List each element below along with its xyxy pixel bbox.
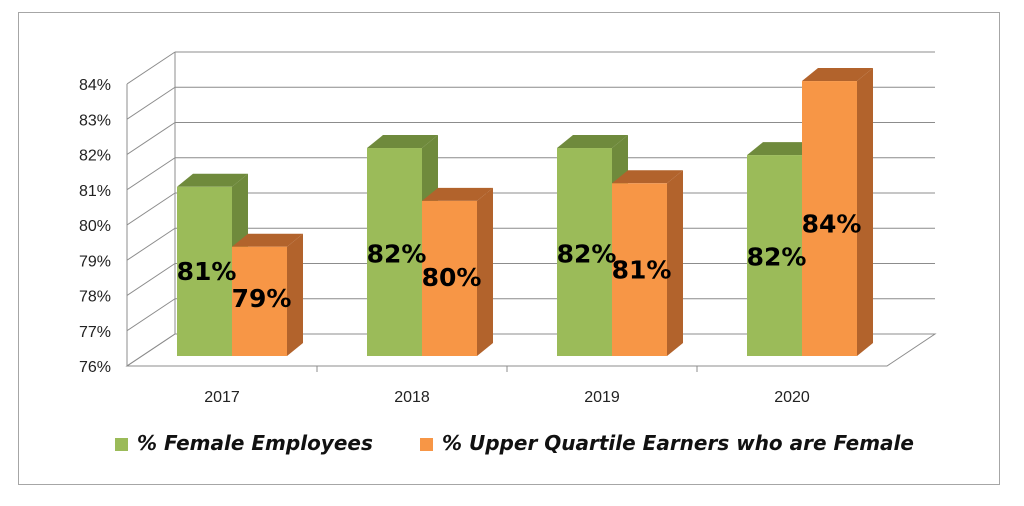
bar-top [232, 233, 303, 247]
gridline-diag [126, 227, 176, 261]
bar-top [747, 142, 818, 156]
data-label: 84% [802, 209, 862, 238]
x-tick-label: 2018 [394, 389, 430, 406]
data-label: 82% [747, 243, 807, 272]
data-label: 82% [557, 239, 617, 268]
x-tick-label: 2020 [774, 389, 810, 406]
gridline-diag [126, 122, 176, 155]
y-tick-label: 76% [79, 359, 111, 376]
y-tick-label: 77% [79, 324, 111, 341]
legend-swatch [420, 438, 433, 451]
legend-label: % Female Employees [137, 431, 373, 455]
y-tick-label: 82% [79, 148, 111, 165]
data-label: 80% [422, 263, 482, 292]
bar-top [177, 173, 248, 187]
bar-side [477, 187, 493, 356]
data-label: 81% [612, 255, 672, 284]
legend-label: % Upper Quartile Earners who are Female [442, 431, 914, 455]
bar-side [287, 233, 303, 356]
bar-top [422, 187, 493, 201]
bar [557, 148, 612, 356]
bar [747, 155, 802, 356]
gridline-diag [126, 86, 176, 120]
legend-swatch [115, 438, 128, 451]
x-tick-label: 2017 [204, 389, 240, 406]
bar [367, 148, 422, 356]
gridline-diag [126, 192, 176, 226]
gridline-diag [126, 263, 176, 296]
bar-side [667, 170, 683, 356]
bar-side [857, 68, 873, 357]
data-label: 81% [177, 257, 237, 286]
gridline-diag [126, 157, 176, 191]
bar-top [612, 170, 683, 184]
data-label: 79% [232, 284, 292, 313]
gridline-diag [126, 51, 176, 85]
y-tick-label: 83% [79, 112, 111, 129]
y-tick-label: 79% [79, 253, 111, 270]
y-tick-label: 81% [79, 183, 111, 200]
y-tick-label: 84% [79, 77, 111, 94]
bar [612, 183, 667, 356]
gridline-diag [126, 298, 176, 332]
bar [177, 186, 232, 356]
bar [232, 246, 287, 356]
x-tick-label: 2019 [584, 389, 620, 406]
bar-top [367, 135, 438, 149]
bar-top [802, 68, 873, 82]
y-tick-label: 80% [79, 218, 111, 235]
bar [802, 81, 857, 357]
bar-top [557, 135, 628, 149]
y-tick-label: 78% [79, 289, 111, 306]
bar [422, 200, 477, 356]
data-label: 82% [367, 239, 427, 268]
